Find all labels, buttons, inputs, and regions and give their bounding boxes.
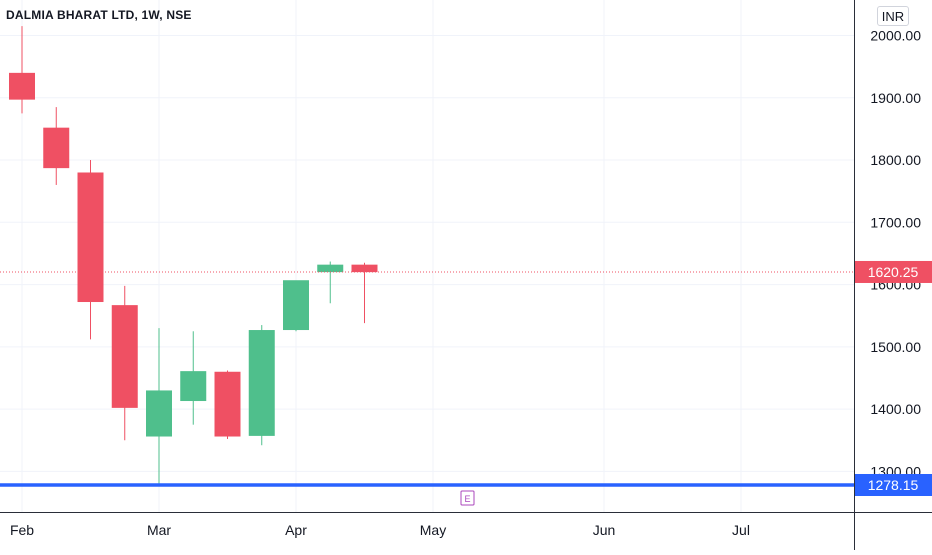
last-price-tag	[855, 260, 932, 283]
candles	[9, 26, 378, 486]
price-lines: E	[0, 271, 854, 506]
candle-body-down	[43, 127, 70, 169]
candle-body-up	[248, 330, 275, 436]
currency-button[interactable]: INR	[877, 6, 909, 26]
earnings-marker-label: E	[464, 494, 470, 504]
last-price-label: 1620.25	[868, 264, 919, 280]
candle-body-down	[77, 172, 104, 303]
horizontal-line-tag	[855, 473, 932, 496]
candle-body-down	[214, 371, 241, 437]
y-tick-label: 1800.00	[870, 152, 921, 168]
symbol-title: DALMIA BHARAT LTD, 1W, NSE	[6, 8, 192, 22]
x-tick-label: Jun	[593, 522, 616, 538]
x-tick-label: Mar	[147, 522, 171, 538]
candle-body-up	[283, 280, 309, 331]
y-tick-label: 2000.00	[870, 28, 921, 44]
candle-body-down	[351, 264, 378, 273]
y-tick-label: 1700.00	[870, 214, 921, 230]
earnings-marker-box	[460, 490, 475, 506]
x-tick-label: May	[420, 522, 446, 538]
grid	[0, 0, 854, 512]
candle-body-up	[180, 371, 207, 402]
x-tick-label: Jul	[732, 522, 750, 538]
candle-body-down	[111, 305, 138, 408]
y-tick-label: 1400.00	[870, 401, 921, 417]
y-tick-label: 1500.00	[870, 339, 921, 355]
y-tick-label: 1900.00	[870, 90, 921, 106]
x-tick-label: Apr	[285, 522, 307, 538]
candle-body-up	[146, 390, 172, 437]
x-tick-label: Feb	[10, 522, 34, 538]
candle-body-up	[317, 264, 344, 273]
candle-body-down	[9, 72, 35, 100]
earnings-marker: E	[460, 490, 475, 506]
horizontal-line-label: 1278.15	[868, 477, 919, 493]
